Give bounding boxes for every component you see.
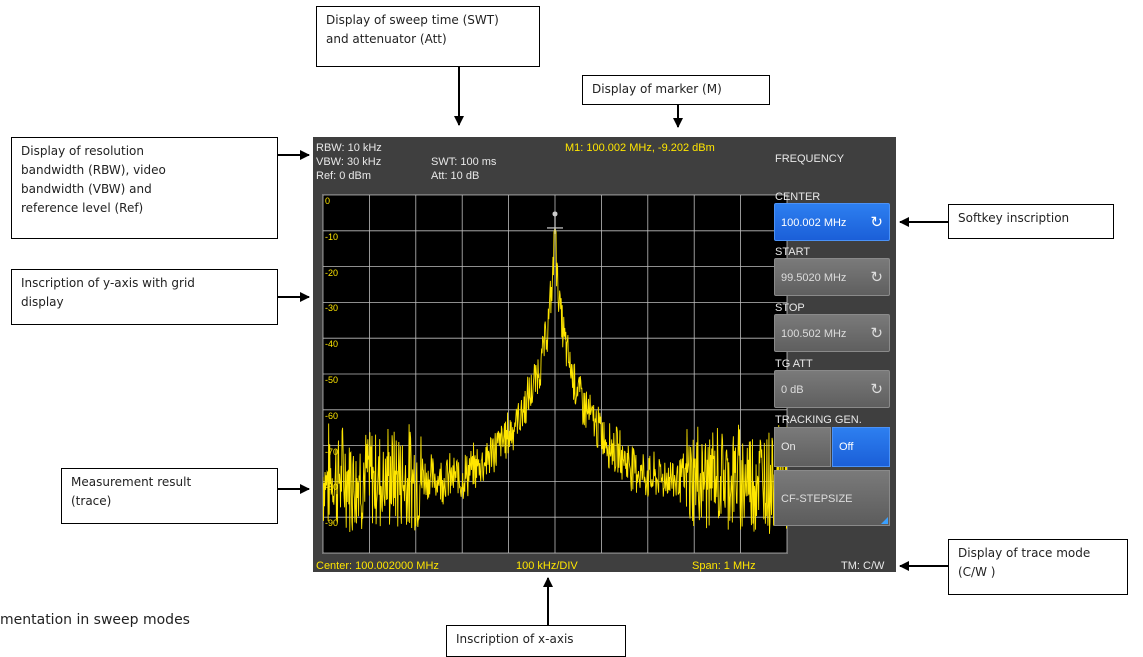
callout-trace-mode: Display of trace mode (C/W ) xyxy=(948,539,1128,595)
tracking-off-label: Off xyxy=(839,441,854,453)
tgatt-label: TG ATT xyxy=(775,358,813,370)
y-tick-label: -40 xyxy=(325,339,339,350)
marker-point xyxy=(552,211,558,217)
marker-readout: M1: 100.002 MHz, -9.202 dBm xyxy=(565,142,715,154)
center-freq-readout: Center: 100.002000 MHz xyxy=(316,560,439,572)
div-readout: 100 kHz/DIV xyxy=(516,560,578,572)
rotary-icon: ↻ xyxy=(870,214,883,231)
tracking-on-label: On xyxy=(781,441,796,453)
rotary-icon: ↻ xyxy=(870,269,883,286)
callout-marker: Display of marker (M) xyxy=(582,75,770,105)
stop-label: STOP xyxy=(775,302,805,314)
y-tick-label: 0 xyxy=(325,196,331,206)
tracking-label: TRACKING GEN. xyxy=(775,414,862,426)
submenu-corner-icon xyxy=(881,517,888,524)
tgatt-value: 0 dB xyxy=(781,384,804,396)
att-readout: Att: 10 dB xyxy=(431,170,480,182)
trace-mode-readout: TM: C/W xyxy=(841,560,885,572)
span-readout: Span: 1 MHz xyxy=(692,560,756,572)
callout-bandwidth: Display of resolution bandwidth (RBW), v… xyxy=(11,137,278,239)
callout-softkey: Softkey inscription xyxy=(948,204,1114,239)
callout-y-axis: Inscription of y-axis with grid display xyxy=(11,269,278,325)
rotary-icon: ↻ xyxy=(870,325,883,342)
y-tick-label: -10 xyxy=(325,231,339,242)
rbw-readout: RBW: 10 kHz xyxy=(316,142,382,154)
center-label: CENTER xyxy=(775,191,821,203)
start-value: 99.5020 MHz xyxy=(781,272,847,284)
callout-trace: Measurement result (trace) xyxy=(61,468,278,524)
stop-softkey[interactable]: 100.502 MHz ↻ xyxy=(774,314,890,352)
ref-readout: Ref: 0 dBm xyxy=(316,170,372,182)
callout-sweep-time: Display of sweep time (SWT) and attenuat… xyxy=(316,6,540,67)
start-softkey[interactable]: 99.5020 MHz ↻ xyxy=(774,258,890,296)
y-tick-label: -80 xyxy=(325,482,339,493)
y-tick-label: -70 xyxy=(325,446,339,457)
callout-x-axis: Inscription of x-axis xyxy=(446,625,626,657)
tracking-on-button[interactable]: On xyxy=(774,427,831,467)
page-caption: mentation in sweep modes xyxy=(0,612,190,628)
y-tick-label: -50 xyxy=(325,375,339,385)
stop-value: 100.502 MHz xyxy=(781,328,847,340)
center-value: 100.002 MHz xyxy=(781,217,847,229)
y-tick-label: -60 xyxy=(325,410,339,421)
spectrum-plot: 0-10-20-30-40-50-60-70-80-90-100 xyxy=(322,194,788,554)
menu-title: FREQUENCY xyxy=(775,153,845,165)
y-tick-label: -90 xyxy=(325,518,339,529)
y-tick-label: -30 xyxy=(325,303,339,314)
cf-stepsize-label: CF-STEPSIZE xyxy=(781,493,853,505)
vbw-readout: VBW: 30 kHz xyxy=(316,156,382,168)
start-label: START xyxy=(775,246,811,258)
tracking-off-button[interactable]: Off xyxy=(832,427,890,467)
analyzer-screen: RBW: 10 kHz VBW: 30 kHz Ref: 0 dBm SWT: … xyxy=(313,137,896,572)
rotary-icon: ↻ xyxy=(870,381,883,398)
cf-stepsize-softkey[interactable]: CF-STEPSIZE xyxy=(774,470,890,526)
swt-readout: SWT: 100 ms xyxy=(431,156,497,168)
center-softkey[interactable]: 100.002 MHz ↻ xyxy=(774,203,890,241)
tgatt-softkey[interactable]: 0 dB ↻ xyxy=(774,370,890,408)
y-tick-label: -20 xyxy=(325,267,339,278)
spectrum-svg xyxy=(323,195,787,553)
